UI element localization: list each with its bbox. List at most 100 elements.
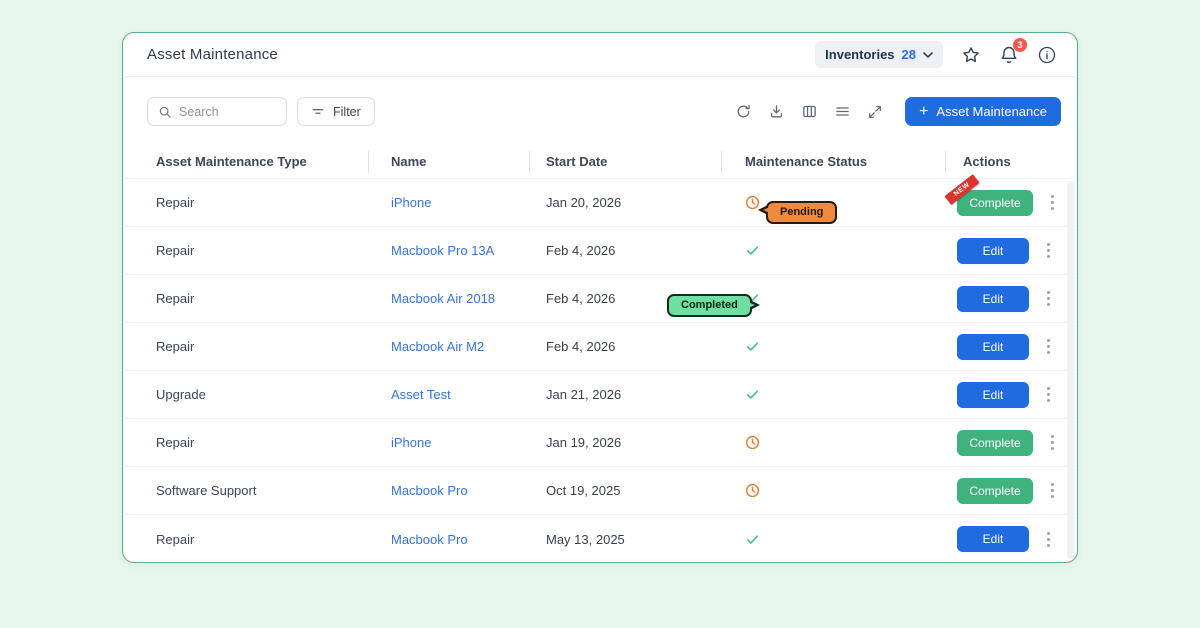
asset-name-link[interactable]: iPhone <box>391 195 432 210</box>
column-header-start-date: Start Date <box>529 154 721 169</box>
table-scrollbar[interactable] <box>1067 181 1074 559</box>
add-asset-maintenance-button[interactable]: + Asset Maintenance <box>905 97 1061 126</box>
table-row: Repair iPhone Jan 20, 2026 Pending Compl… <box>123 173 1077 227</box>
pending-tooltip: Pending <box>757 201 838 224</box>
cell-actions: Complete <box>945 429 1077 456</box>
cell-actions: Edit <box>945 285 1077 312</box>
asset-name-link[interactable]: Macbook Air 2018 <box>391 291 496 306</box>
search-box <box>147 97 287 126</box>
cell-maintenance-type: Repair <box>156 291 195 306</box>
page-title: Asset Maintenance <box>147 46 278 63</box>
row-menu-button[interactable] <box>1045 384 1052 406</box>
expand-button[interactable] <box>863 100 887 124</box>
columns-button[interactable] <box>797 100 821 124</box>
asset-name-link[interactable]: Macbook Pro <box>391 483 468 498</box>
notifications-button[interactable]: 3 <box>999 37 1027 65</box>
row-menu-button[interactable] <box>1045 288 1052 310</box>
cell-asset-name: Macbook Pro 13A <box>368 243 529 258</box>
cell-maintenance-type: Software Support <box>156 483 257 498</box>
row-menu-button[interactable] <box>1045 336 1052 358</box>
table-header-row: Asset Maintenance Type Name Start Date M… <box>123 145 1077 179</box>
download-icon <box>768 103 785 120</box>
toolbar-right: + Asset Maintenance <box>731 97 1061 126</box>
pending-clock-icon <box>745 195 760 210</box>
inventories-count: 28 <box>901 47 916 62</box>
completed-check-icon <box>745 532 760 547</box>
filter-label: Filter <box>333 104 361 119</box>
table-row: Upgrade Asset Test Jan 21, 2026 Edit <box>123 371 1077 419</box>
edit-button[interactable]: Edit <box>957 237 1029 264</box>
cell-status <box>721 467 945 514</box>
asset-maintenance-card: Asset Maintenance Inventories 28 3 <box>122 32 1078 563</box>
cell-start-date: Jan 21, 2026 <box>546 387 622 402</box>
cell-start-date: Feb 4, 2026 <box>546 291 616 306</box>
expand-icon <box>867 104 883 120</box>
row-menu-button[interactable] <box>1045 528 1052 550</box>
cell-maintenance-type: Upgrade <box>156 387 206 402</box>
menu-button[interactable] <box>830 100 854 124</box>
cell-actions: Edit <box>945 333 1077 360</box>
asset-maintenance-table: Asset Maintenance Type Name Start Date M… <box>123 145 1077 563</box>
cell-asset-name: Macbook Pro <box>368 532 529 547</box>
table-row: Repair Macbook Pro 13A Feb 4, 2026 Edit <box>123 227 1077 275</box>
column-header-actions: Actions <box>945 154 1077 169</box>
cell-actions: Edit <box>945 237 1077 264</box>
row-menu-button[interactable] <box>1049 480 1056 502</box>
completed-check-icon <box>745 339 760 354</box>
inventories-dropdown[interactable]: Inventories 28 <box>815 41 943 68</box>
table-row: Software Support Macbook Pro Oct 19, 202… <box>123 467 1077 515</box>
asset-name-link[interactable]: Asset Test <box>391 387 451 402</box>
cell-status <box>721 227 945 274</box>
table-row: Repair iPhone Jan 19, 2026 Complete <box>123 419 1077 467</box>
completed-check-icon <box>745 387 760 402</box>
edit-button[interactable]: Edit <box>957 526 1029 552</box>
cell-status: Completed <box>667 275 945 322</box>
menu-icon <box>834 103 851 120</box>
cell-start-date: Jan 20, 2026 <box>546 195 622 210</box>
edit-button[interactable]: Edit <box>957 285 1029 312</box>
cell-status <box>721 323 945 370</box>
table-row: Repair Macbook Air 2018 Feb 4, 2026 Comp… <box>123 275 1077 323</box>
refresh-button[interactable] <box>731 100 755 124</box>
cell-asset-name: iPhone <box>368 195 529 210</box>
row-menu-button[interactable] <box>1049 432 1056 454</box>
card-header: Asset Maintenance Inventories 28 3 <box>123 33 1077 77</box>
info-button[interactable] <box>1037 45 1057 65</box>
cell-actions: Complete NEW <box>944 173 1077 216</box>
cell-start-date: Oct 19, 2025 <box>546 483 621 498</box>
column-header-type: Asset Maintenance Type <box>156 154 307 169</box>
download-button[interactable] <box>764 100 788 124</box>
row-menu-button[interactable] <box>1045 240 1052 262</box>
asset-name-link[interactable]: Macbook Pro <box>391 531 468 547</box>
complete-button[interactable]: Complete NEW <box>944 173 1033 216</box>
asset-name-link[interactable]: iPhone <box>391 435 432 450</box>
cell-status: Pending <box>721 179 945 226</box>
search-input[interactable] <box>179 104 276 119</box>
column-header-status: Maintenance Status <box>721 154 945 169</box>
bell-icon <box>999 45 1019 65</box>
cell-maintenance-type: Repair <box>156 435 195 450</box>
completed-tooltip: Completed <box>667 294 760 317</box>
cell-maintenance-type: Repair <box>156 339 195 354</box>
cell-status <box>721 515 945 563</box>
edit-button[interactable]: Edit <box>957 333 1029 360</box>
pending-clock-icon <box>745 435 760 450</box>
complete-button-label: Complete <box>969 195 1021 210</box>
asset-name-link[interactable]: Macbook Pro 13A <box>391 243 495 258</box>
complete-button[interactable]: Complete <box>957 477 1033 504</box>
complete-button[interactable]: Complete <box>957 429 1033 456</box>
cell-status <box>721 371 945 418</box>
row-menu-button[interactable] <box>1049 192 1056 214</box>
asset-name-link[interactable]: Macbook Air M2 <box>391 339 485 354</box>
filter-icon <box>311 105 325 119</box>
columns-icon <box>801 103 818 120</box>
edit-button[interactable]: Edit <box>957 381 1029 408</box>
favorite-button[interactable] <box>961 45 981 65</box>
cell-actions: Edit <box>945 381 1077 408</box>
filter-button[interactable]: Filter <box>297 97 375 126</box>
header-actions: Inventories 28 3 <box>815 37 1057 68</box>
cell-start-date: May 13, 2025 <box>546 531 625 547</box>
cell-asset-name: Macbook Air M2 <box>368 339 529 354</box>
cell-maintenance-type: Repair <box>156 243 195 258</box>
cell-asset-name: Asset Test <box>368 387 529 402</box>
